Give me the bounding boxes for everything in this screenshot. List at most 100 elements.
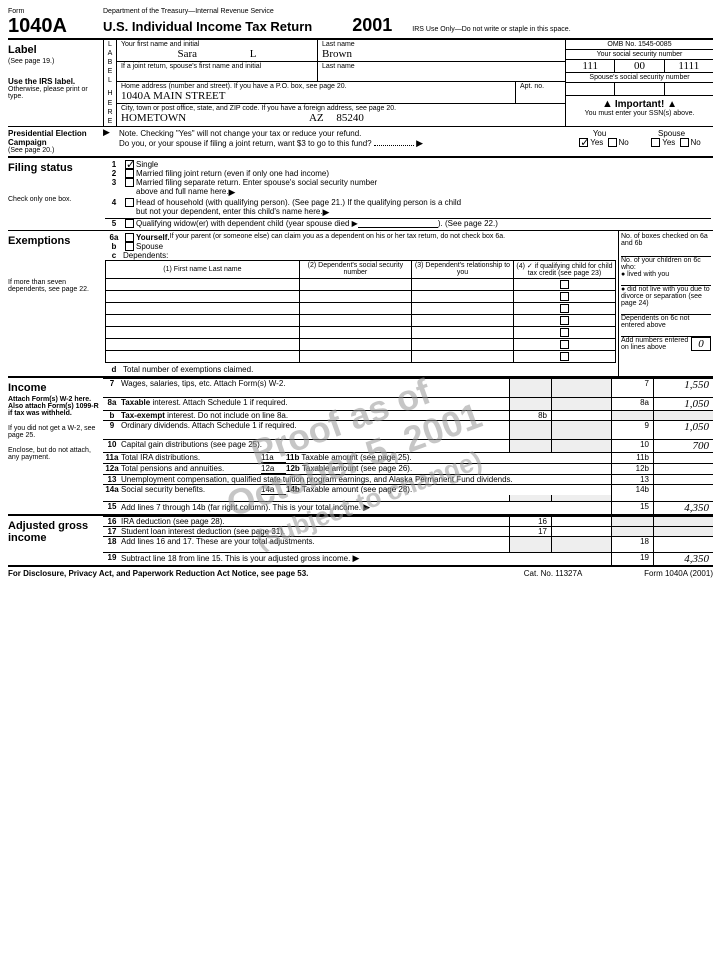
arrow-icon — [323, 207, 330, 218]
tax-year: 2001 — [352, 15, 392, 36]
filing-4b: but not your dependent, enter this child… — [136, 207, 323, 218]
dep-credit-checkbox[interactable] — [560, 292, 569, 301]
dep-credit-checkbox[interactable] — [560, 328, 569, 337]
ex-6c: Dependents: — [123, 251, 168, 260]
last-name-value: Brown — [322, 48, 561, 60]
line-16: IRA deduction (see page 28). — [121, 517, 509, 526]
you-label: You — [593, 129, 607, 138]
presidential-block: Presidential Election Campaign (See page… — [8, 127, 713, 156]
filing-5b: ). (See page 22.) — [438, 219, 498, 228]
label-heading: Label — [8, 42, 99, 58]
arrow-icon — [353, 553, 360, 564]
dependents-table: (1) First name Last name (2) Dependent's… — [105, 260, 616, 363]
filing-status-block: Filing status Check only one box. 1Singl… — [8, 158, 713, 230]
filing-qw-checkbox[interactable] — [125, 219, 134, 228]
otherwise-note: Otherwise, please print or type. — [8, 86, 99, 100]
income-block: Income Attach Form(s) W-2 here. Also att… — [8, 378, 713, 514]
you-yes-checkbox[interactable] — [579, 138, 588, 147]
side-add: Add numbers entered on lines above — [621, 337, 691, 351]
filing-hoh-checkbox[interactable] — [125, 198, 134, 207]
form-label: Form — [8, 8, 103, 15]
check-one-note: Check only one box. — [8, 196, 99, 203]
dep-credit-checkbox[interactable] — [560, 340, 569, 349]
city-label: City, town or post office, state, and ZI… — [121, 105, 561, 112]
yes-label: Yes — [590, 138, 603, 147]
dep-col2: (2) Dependent's social security number — [299, 260, 411, 278]
side-notlive: ● did not live with you due to divorce o… — [621, 286, 711, 307]
line-14a: Social security benefits. — [121, 485, 261, 495]
line-9: Ordinary dividends. Attach Schedule 1 if… — [121, 421, 509, 433]
line-12a: Total pensions and annuities. — [121, 464, 261, 474]
spouse-no-checkbox[interactable] — [680, 138, 689, 147]
ex-yourself-checkbox[interactable] — [125, 233, 134, 242]
important-heading: Important! ▲ — [568, 98, 711, 110]
address-value: 1040A MAIN STREET — [121, 90, 511, 102]
ex-6d: Total number of exemptions claimed. — [123, 365, 253, 374]
filing-single-checkbox[interactable] — [125, 160, 134, 169]
amt-15: 4,350 — [653, 502, 713, 514]
line-15: Add lines 7 through 14b (far right colum… — [121, 503, 361, 512]
you-no-checkbox[interactable] — [608, 138, 617, 147]
amt-8a: 1,050 — [653, 398, 713, 410]
spouse-label: Spouse — [658, 129, 685, 138]
agi-heading: Adjusted gross income — [8, 518, 99, 546]
ex-6a: Yourself. — [136, 233, 170, 242]
spouse-yes-checkbox[interactable] — [651, 138, 660, 147]
filing-mfs-checkbox[interactable] — [125, 178, 134, 187]
no-w2-note: If you did not get a W-2, see page 25. — [8, 425, 99, 439]
dep-credit-checkbox[interactable] — [560, 280, 569, 289]
side-boxes-6ab: No. of boxes checked on 6a and 6b — [621, 233, 711, 247]
label-here-strip: LABEL HERE — [103, 40, 117, 126]
filing-5a: Qualifying widow(er) with dependent chil… — [136, 219, 358, 228]
ex-spouse-checkbox[interactable] — [125, 242, 134, 251]
city-value: HOMETOWN — [121, 112, 186, 124]
side-children: No. of your children on 6c who: — [621, 257, 711, 271]
apt-label: Apt. no. — [520, 83, 561, 90]
label-block: Label (See page 19.) Use the IRS label. … — [8, 40, 713, 126]
enclose-note: Enclose, but do not attach, any payment. — [8, 447, 99, 461]
income-heading: Income — [8, 380, 99, 396]
cat-no: Cat. No. 11327A — [503, 569, 603, 578]
use-irs-label: Use the IRS label. — [8, 77, 99, 86]
amt-10: 700 — [653, 440, 713, 452]
form-number: 1040A — [8, 15, 103, 38]
exemptions-block: Exemptions If more than seven dependents… — [8, 231, 713, 376]
no-label: No — [619, 138, 629, 147]
spouse-ssn-label: Spouse's social security number — [566, 73, 713, 82]
ssn-part-b: 00 — [614, 60, 663, 72]
line-11b: Taxable amount (see page 25). — [301, 453, 411, 462]
arrow-icon — [416, 138, 423, 149]
label-see: (See page 19.) — [8, 58, 99, 65]
must-enter-note: You must enter your SSN(s) above. — [568, 110, 711, 117]
line-8b: interest. Do not include on line 8a. — [167, 411, 288, 420]
amt-9: 1,050 — [653, 421, 713, 433]
footer: For Disclosure, Privacy Act, and Paperwo… — [8, 567, 713, 578]
form-header: Form 1040A Department of the Treasury—In… — [8, 8, 713, 38]
line-8b-lbl: Tax-exempt — [121, 411, 165, 420]
side-lived: ● lived with you — [621, 271, 711, 278]
ssn-part-c: 1111 — [664, 60, 713, 72]
line-19: Subtract line 18 from line 15. This is y… — [121, 554, 350, 563]
dep-col1: (1) First name Last name — [106, 260, 300, 278]
filing-1: Single — [136, 160, 158, 169]
line-10: Capital gain distributions (see page 25)… — [121, 440, 509, 452]
line-17: Student loan interest deduction (see pag… — [121, 527, 509, 536]
arrow-icon — [363, 502, 370, 513]
arrow-icon — [229, 187, 236, 198]
disclosure: For Disclosure, Privacy Act, and Paperwo… — [8, 569, 503, 578]
exemptions-heading: Exemptions — [8, 233, 99, 249]
dep-credit-checkbox[interactable] — [560, 352, 569, 361]
filing-3b: above and full name here. — [136, 187, 229, 198]
pres-question: Do you, or your spouse if filing a joint… — [119, 139, 372, 148]
amt-7: 1,550 — [653, 379, 713, 391]
attach-w2-note: Attach Form(s) W-2 here. Also attach For… — [8, 396, 99, 417]
line-12b: Taxable amount (see page 26). — [302, 464, 412, 473]
filing-mfj-checkbox[interactable] — [125, 169, 134, 178]
ssn-part-a: 111 — [566, 60, 614, 72]
line-13: Unemployment compensation, qualified sta… — [121, 475, 611, 484]
dep-credit-checkbox[interactable] — [560, 304, 569, 313]
line-14b: Taxable amount (see page 28). — [302, 485, 412, 494]
dep-credit-checkbox[interactable] — [560, 316, 569, 325]
dep-col3: (3) Dependent's relationship to you — [411, 260, 513, 278]
last-name-label: Last name — [322, 41, 561, 48]
